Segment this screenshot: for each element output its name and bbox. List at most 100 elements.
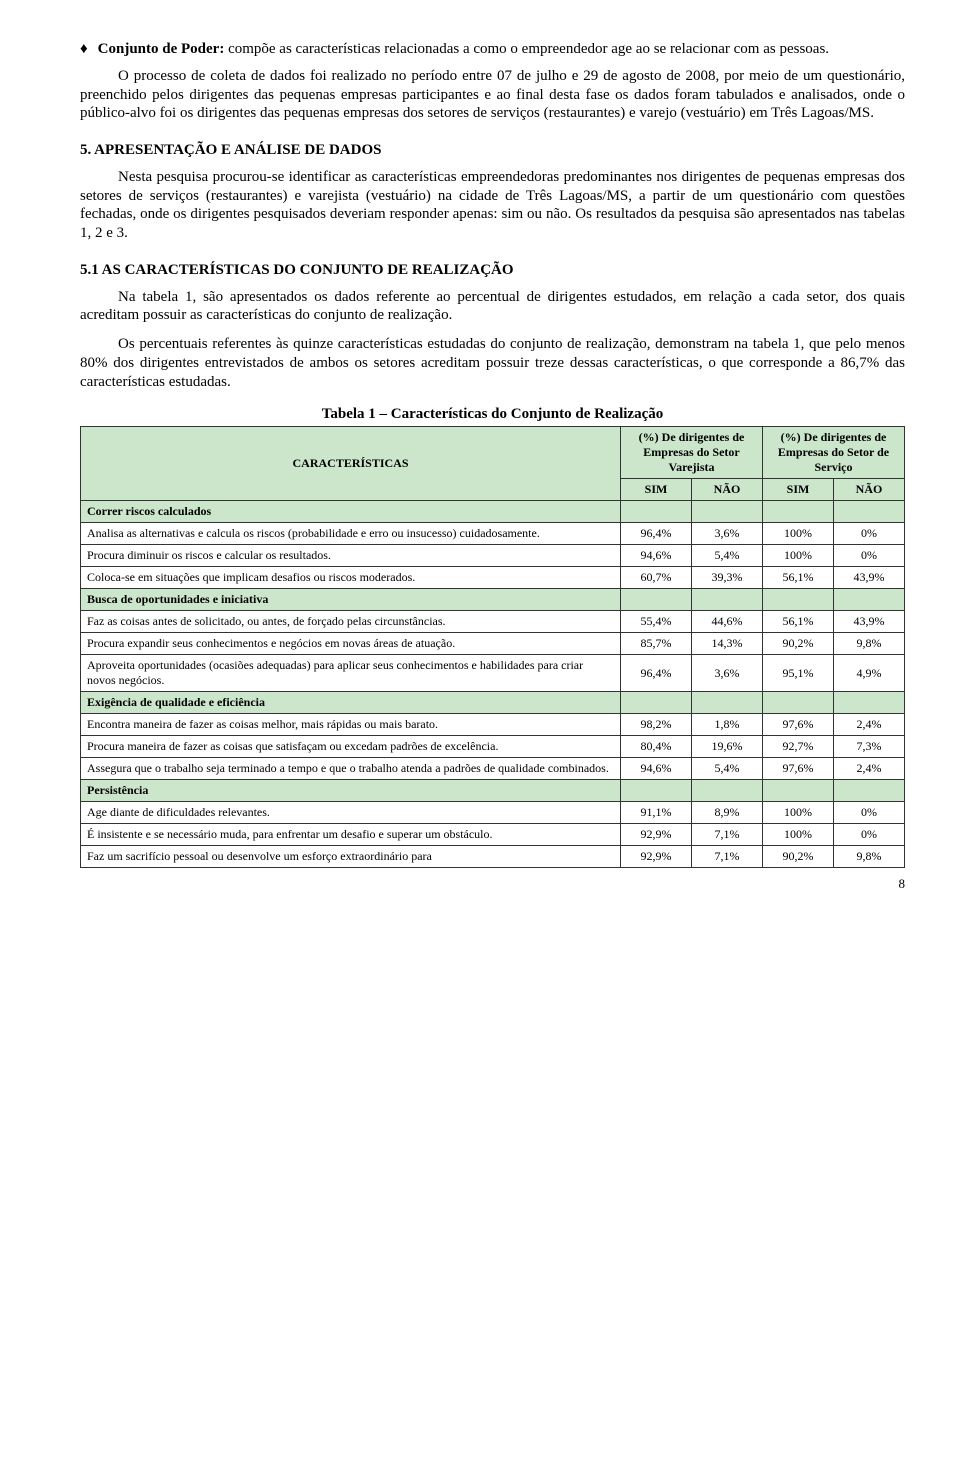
characteristic-cell: Assegura que o trabalho seja terminado a… <box>81 758 621 780</box>
col-sim-2: SIM <box>763 479 834 501</box>
paragraph-4: Os percentuais referentes às quinze cara… <box>80 335 905 391</box>
table-title: Tabela 1 – Características do Conjunto d… <box>80 405 905 424</box>
value-cell: 96,4% <box>621 523 692 545</box>
paragraph-3: Na tabela 1, são apresentados os dados r… <box>80 288 905 326</box>
characteristic-cell: Coloca-se em situações que implicam desa… <box>81 567 621 589</box>
section-empty-cell <box>763 501 834 523</box>
value-cell: 39,3% <box>692 567 763 589</box>
table-row: Faz um sacrifício pessoal ou desenvolve … <box>81 846 905 868</box>
section-empty-cell <box>834 780 905 802</box>
page-number: 8 <box>80 876 905 892</box>
section-name: Correr riscos calculados <box>81 501 621 523</box>
value-cell: 0% <box>834 523 905 545</box>
value-cell: 60,7% <box>621 567 692 589</box>
value-cell: 3,6% <box>692 655 763 692</box>
value-cell: 0% <box>834 824 905 846</box>
table-row: Procura maneira de fazer as coisas que s… <box>81 736 905 758</box>
characteristic-cell: Encontra maneira de fazer as coisas melh… <box>81 714 621 736</box>
section-empty-cell <box>621 589 692 611</box>
paragraph-1: O processo de coleta de dados foi realiz… <box>80 67 905 123</box>
table-row: Encontra maneira de fazer as coisas melh… <box>81 714 905 736</box>
section-name: Exigência de qualidade e eficiência <box>81 692 621 714</box>
value-cell: 2,4% <box>834 714 905 736</box>
value-cell: 94,6% <box>621 545 692 567</box>
section-name: Persistência <box>81 780 621 802</box>
section-empty-cell <box>834 501 905 523</box>
value-cell: 44,6% <box>692 611 763 633</box>
value-cell: 100% <box>763 824 834 846</box>
table-row: Faz as coisas antes de solicitado, ou an… <box>81 611 905 633</box>
section-empty-cell <box>692 589 763 611</box>
value-cell: 55,4% <box>621 611 692 633</box>
col-varejista: (%) De dirigentes de Empresas do Setor V… <box>621 427 763 479</box>
value-cell: 9,8% <box>834 633 905 655</box>
section-empty-cell <box>834 692 905 714</box>
section-empty-cell <box>692 780 763 802</box>
value-cell: 94,6% <box>621 758 692 780</box>
value-cell: 90,2% <box>763 633 834 655</box>
value-cell: 100% <box>763 802 834 824</box>
bullet-title: Conjunto de Poder: <box>98 41 225 57</box>
section-empty-cell <box>692 692 763 714</box>
section-name: Busca de oportunidades e iniciativa <box>81 589 621 611</box>
value-cell: 92,7% <box>763 736 834 758</box>
table-row: Coloca-se em situações que implicam desa… <box>81 567 905 589</box>
col-sim-1: SIM <box>621 479 692 501</box>
col-nao-1: NÃO <box>692 479 763 501</box>
value-cell: 97,6% <box>763 714 834 736</box>
section-5-heading: 5. APRESENTAÇÃO E ANÁLISE DE DADOS <box>80 141 905 160</box>
section-empty-cell <box>621 692 692 714</box>
value-cell: 96,4% <box>621 655 692 692</box>
value-cell: 0% <box>834 802 905 824</box>
section-5-1-heading: 5.1 AS CARACTERÍSTICAS DO CONJUNTO DE RE… <box>80 261 905 280</box>
characteristic-cell: Aproveita oportunidades (ocasiões adequa… <box>81 655 621 692</box>
col-servico: (%) De dirigentes de Empresas do Setor d… <box>763 427 905 479</box>
value-cell: 4,9% <box>834 655 905 692</box>
value-cell: 0% <box>834 545 905 567</box>
value-cell: 5,4% <box>692 758 763 780</box>
characteristic-cell: Procura expandir seus conhecimentos e ne… <box>81 633 621 655</box>
value-cell: 7,3% <box>834 736 905 758</box>
characteristic-cell: Faz as coisas antes de solicitado, ou an… <box>81 611 621 633</box>
characteristic-cell: Procura maneira de fazer as coisas que s… <box>81 736 621 758</box>
table-section-row: Exigência de qualidade e eficiência <box>81 692 905 714</box>
value-cell: 92,9% <box>621 824 692 846</box>
value-cell: 14,3% <box>692 633 763 655</box>
section-empty-cell <box>621 780 692 802</box>
section-empty-cell <box>621 501 692 523</box>
table-row: Age diante de dificuldades relevantes.91… <box>81 802 905 824</box>
section-empty-cell <box>834 589 905 611</box>
value-cell: 85,7% <box>621 633 692 655</box>
table-row: Aproveita oportunidades (ocasiões adequa… <box>81 655 905 692</box>
table-row: Analisa as alternativas e calcula os ris… <box>81 523 905 545</box>
value-cell: 8,9% <box>692 802 763 824</box>
characteristic-cell: Faz um sacrifício pessoal ou desenvolve … <box>81 846 621 868</box>
characteristic-cell: Age diante de dificuldades relevantes. <box>81 802 621 824</box>
table-section-row: Persistência <box>81 780 905 802</box>
table-section-row: Correr riscos calculados <box>81 501 905 523</box>
table-row: Procura expandir seus conhecimentos e ne… <box>81 633 905 655</box>
bullet-icon: ♦ <box>80 40 88 59</box>
table-row: Procura diminuir os riscos e calcular os… <box>81 545 905 567</box>
value-cell: 95,1% <box>763 655 834 692</box>
value-cell: 5,4% <box>692 545 763 567</box>
value-cell: 43,9% <box>834 567 905 589</box>
col-characteristics: CARACTERÍSTICAS <box>81 427 621 501</box>
value-cell: 92,9% <box>621 846 692 868</box>
value-cell: 1,8% <box>692 714 763 736</box>
value-cell: 100% <box>763 545 834 567</box>
value-cell: 9,8% <box>834 846 905 868</box>
value-cell: 7,1% <box>692 846 763 868</box>
value-cell: 3,6% <box>692 523 763 545</box>
value-cell: 97,6% <box>763 758 834 780</box>
section-empty-cell <box>763 589 834 611</box>
value-cell: 56,1% <box>763 567 834 589</box>
characteristics-table: CARACTERÍSTICAS (%) De dirigentes de Emp… <box>80 426 905 868</box>
paragraph-2: Nesta pesquisa procurou-se identificar a… <box>80 168 905 243</box>
value-cell: 90,2% <box>763 846 834 868</box>
value-cell: 43,9% <box>834 611 905 633</box>
characteristic-cell: É insistente e se necessário muda, para … <box>81 824 621 846</box>
bullet-item: ♦ Conjunto de Poder: compõe as caracterí… <box>80 40 905 59</box>
value-cell: 80,4% <box>621 736 692 758</box>
bullet-text: Conjunto de Poder: compõe as característ… <box>98 40 829 59</box>
